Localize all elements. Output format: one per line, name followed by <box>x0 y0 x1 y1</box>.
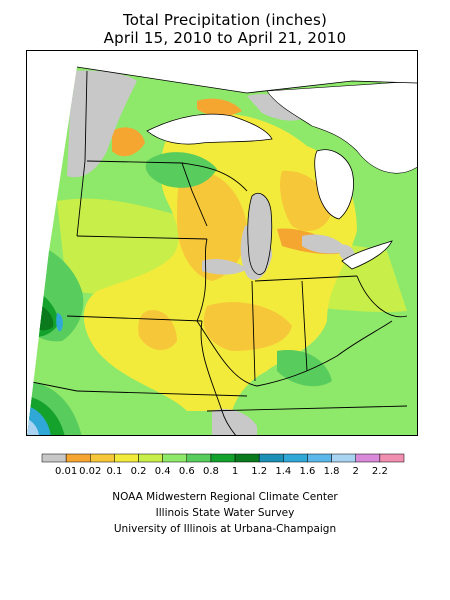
legend-tick-label: 2.2 <box>372 466 388 477</box>
lake-huron <box>314 149 354 220</box>
legend-color-box <box>234 453 260 463</box>
precip-orange-streak-3 <box>197 98 242 117</box>
map-title: Total Precipitation (inches) <box>122 11 328 29</box>
boundary-ia-il <box>196 238 208 322</box>
boundary-ia-north <box>76 235 208 240</box>
legend-color-box <box>283 453 308 463</box>
missing-data-iowa <box>202 258 247 275</box>
boundary-mississippi <box>200 320 238 435</box>
legend-color-box <box>258 453 284 463</box>
precip-lightblue-southwest <box>27 419 39 435</box>
lake-superior <box>146 113 273 145</box>
boundary-il-in <box>251 280 256 382</box>
legend-color-box <box>114 453 139 463</box>
legend-color-box <box>331 453 356 463</box>
legend-tick-label: 0.8 <box>203 466 219 477</box>
canada-area <box>266 80 417 174</box>
legend-tick-label: 1.8 <box>324 466 340 477</box>
boundary-oh-east <box>356 275 408 318</box>
boundary-mn-wi <box>86 160 208 227</box>
lake-erie <box>341 240 393 270</box>
precip-orange-streak-2 <box>112 127 145 157</box>
boundary-ia-south <box>66 315 203 322</box>
precipitation-map <box>26 50 418 436</box>
boundary-ne-ks <box>27 380 78 392</box>
legend-color-box <box>65 453 91 463</box>
missing-data-northwest <box>67 70 137 178</box>
boundary-wi-mi <box>181 162 248 192</box>
legend-tick-label: 2 <box>353 466 359 477</box>
boundary-in-oh <box>301 280 308 372</box>
boundary-ky-tn <box>206 405 408 412</box>
legend-tick-label: 0.2 <box>131 466 147 477</box>
precip-legend: 0.01 0.02 0.1 0.2 0.4 0.6 0.8 1 1.2 1.4 1.6 1.8 2 2.2 <box>41 453 405 477</box>
missing-data-southern <box>212 409 257 435</box>
map-domain-outline <box>76 66 417 94</box>
credit-noaa-mrcc: NOAA Midwestern Regional Climate Center <box>112 491 338 503</box>
legend-color-box <box>210 453 236 463</box>
legend-tick-label: 0.01 <box>55 466 77 477</box>
legend-color-box <box>162 453 188 463</box>
boundary-mi-in-oh <box>254 275 358 282</box>
legend-tick-label: 1 <box>232 466 238 477</box>
legend-tick-label: 0.6 <box>179 466 195 477</box>
credit-uiuc: University of Illinois at Urbana-Champai… <box>113 523 337 535</box>
boundary-mo-south <box>76 390 248 397</box>
precip-green-north <box>145 152 217 188</box>
legend-color-box <box>41 453 67 463</box>
boundary-mn-west <box>76 70 88 237</box>
legend-color-box <box>138 453 163 463</box>
credit-isws: Illinois State Water Survey <box>155 507 295 519</box>
legend-color-box <box>186 453 212 463</box>
legend-tick-label: 1.2 <box>251 466 267 477</box>
legend-tick-label: 0.4 <box>155 466 171 477</box>
missing-data-ohio-north <box>302 234 347 254</box>
map-date-range: April 15, 2010 to April 21, 2010 <box>103 29 347 47</box>
legend-color-box <box>379 453 405 463</box>
legend-tick-label: 1.6 <box>300 466 316 477</box>
legend-color-box <box>90 453 115 463</box>
precip-gold-patch-2 <box>203 302 292 351</box>
legend-tick-label: 0.1 <box>106 466 122 477</box>
legend-tick-label: 1.4 <box>275 466 291 477</box>
precip-blue-west <box>56 313 63 332</box>
legend-color-box <box>355 453 381 463</box>
legend-tick-label: 0.02 <box>79 466 101 477</box>
boundary-ohio-river <box>196 320 393 387</box>
legend-color-box <box>307 453 332 463</box>
lake-michigan <box>247 192 273 275</box>
